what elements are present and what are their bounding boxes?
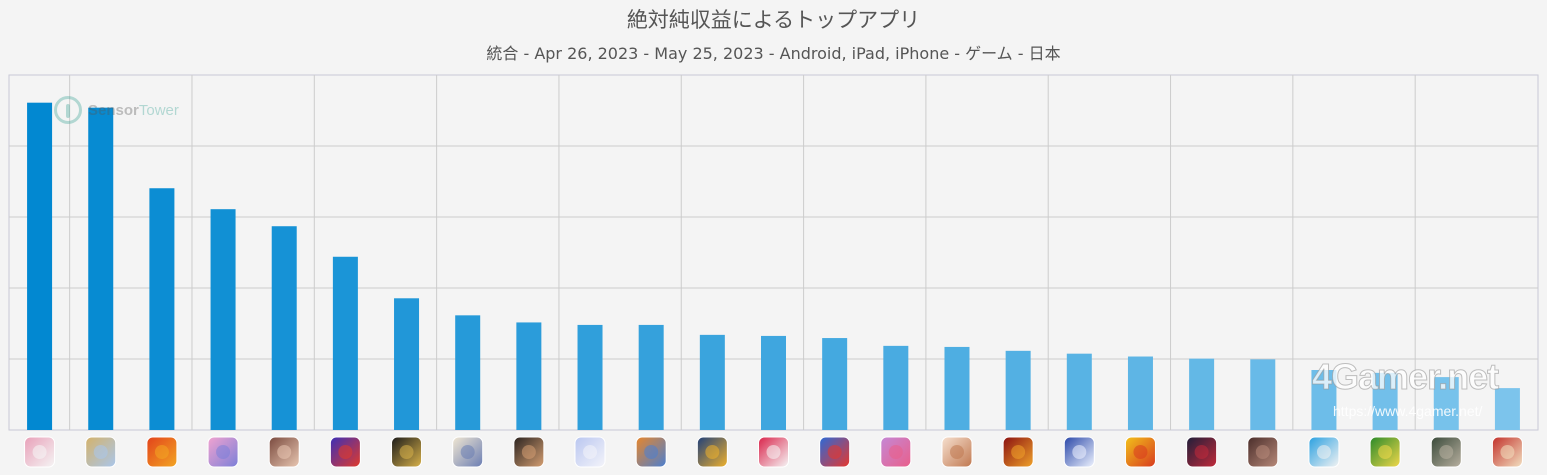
app-icon-detail [1500, 445, 1515, 459]
bar[interactable] [944, 346, 970, 430]
bar[interactable] [1433, 377, 1459, 430]
app-icon-detail [1011, 445, 1026, 459]
bar[interactable] [27, 102, 53, 430]
bar[interactable] [1250, 359, 1276, 430]
app-icon-detail [583, 445, 598, 459]
bar[interactable] [271, 226, 297, 430]
app-icon-detail [1378, 445, 1393, 459]
app-icon-detail [1439, 445, 1454, 459]
bar[interactable] [88, 107, 114, 430]
bar[interactable] [332, 256, 358, 430]
app-icon-detail [93, 445, 108, 459]
site-watermark-logo: 4Gamer.net [1311, 356, 1499, 398]
chart-subtitle: 統合 - Apr 26, 2023 - May 25, 2023 - Andro… [486, 44, 1061, 63]
bar[interactable] [455, 315, 481, 430]
app-icon-detail [1072, 445, 1087, 459]
app-icon-detail [1316, 445, 1331, 459]
grid-lines [8, 74, 1539, 431]
bar[interactable] [1189, 358, 1215, 430]
app-icon-detail [827, 445, 842, 459]
app-icon-detail [888, 445, 903, 459]
app-icon-detail [1255, 445, 1270, 459]
bar[interactable] [1005, 350, 1031, 430]
app-icon-detail [399, 445, 414, 459]
bar[interactable] [149, 188, 175, 430]
bar[interactable] [883, 345, 909, 430]
bar[interactable] [1066, 353, 1092, 430]
app-icon-detail [154, 445, 169, 459]
site-watermark-url: https://www.4gamer.net/ [1333, 403, 1483, 419]
bar[interactable] [516, 322, 542, 430]
bar[interactable] [394, 298, 420, 430]
app-icon-detail [216, 445, 231, 459]
app-icons [24, 436, 1523, 468]
app-icon-detail [1194, 445, 1209, 459]
bar[interactable] [210, 209, 236, 430]
bar[interactable] [1494, 388, 1520, 430]
app-icon-detail [766, 445, 781, 459]
app-icon-detail [32, 445, 47, 459]
bar[interactable] [822, 338, 848, 430]
app-icon-detail [338, 445, 353, 459]
sensortower-name-bold: Sensor [88, 101, 139, 119]
bar[interactable] [699, 334, 725, 430]
sensortower-name-rest: Tower [138, 101, 179, 119]
bar[interactable] [761, 335, 786, 430]
bar[interactable] [1372, 372, 1398, 430]
bar[interactable] [1311, 370, 1337, 430]
app-icon-detail [277, 445, 292, 459]
bar[interactable] [1127, 356, 1153, 430]
app-icon-detail [521, 445, 536, 459]
bar[interactable] [577, 324, 603, 430]
app-icon-detail [460, 445, 475, 459]
bar[interactable] [638, 324, 664, 430]
sensortower-watermark: SensorTower [54, 96, 179, 124]
app-icon-detail [949, 445, 964, 459]
app-icon-detail [705, 445, 720, 459]
sensortower-logo-icon [54, 96, 82, 124]
app-icon-detail [644, 445, 659, 459]
bars [27, 102, 1520, 430]
chart-title: 絶対純収益によるトップアプリ [626, 8, 921, 32]
app-icon-detail [1133, 445, 1148, 459]
